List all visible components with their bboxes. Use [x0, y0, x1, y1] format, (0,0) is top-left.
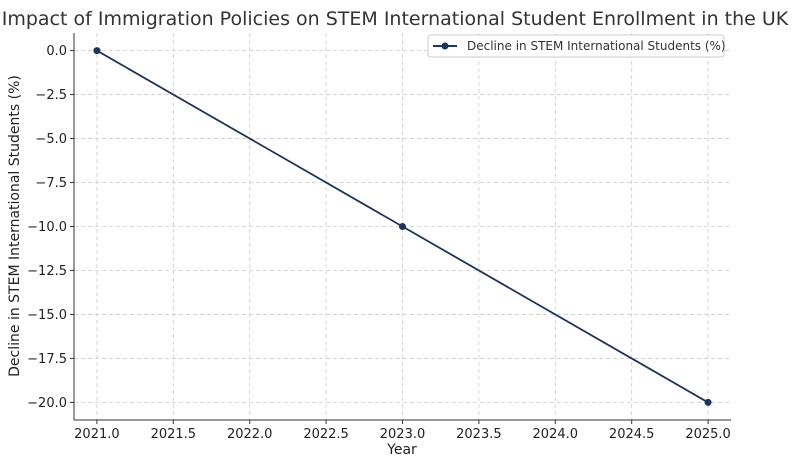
data-point [399, 223, 406, 230]
y-tick-label: −20.0 [27, 396, 67, 411]
y-axis-label: Decline in STEM International Students (… [7, 75, 23, 377]
series-layer [93, 47, 712, 406]
y-tick-label: −7.5 [35, 176, 67, 191]
y-tick-label: −10.0 [27, 220, 67, 235]
x-tick-label: 2021.5 [151, 427, 197, 442]
x-tick-label: 2024.0 [533, 427, 579, 442]
chart-title: Impact of Immigration Policies on STEM I… [2, 8, 789, 30]
x-tick-label: 2021.0 [74, 427, 120, 442]
y-tick-label: −17.5 [27, 352, 67, 367]
x-tick-label: 2022.0 [227, 427, 273, 442]
y-tick-label: −15.0 [27, 308, 67, 323]
data-point [93, 47, 101, 55]
x-tick-label: 2022.5 [303, 427, 349, 442]
x-axis-label: Year [386, 442, 417, 458]
legend-marker-swatch [441, 42, 449, 50]
y-tick-label: −5.0 [35, 132, 67, 147]
y-tick-label: −2.5 [35, 88, 67, 103]
x-tick-label: 2023.0 [380, 427, 426, 442]
x-tick-label: 2025.0 [685, 427, 731, 442]
x-tick-label: 2023.5 [456, 427, 502, 442]
y-tick-label: −12.5 [27, 264, 67, 279]
x-tick-label: 2024.5 [609, 427, 655, 442]
x-tick-layer: 2021.0 2021.5 2022.0 2022.5 2023.0 2023.5 2024… [74, 420, 731, 442]
legend-label: Decline in STEM International Students (… [467, 39, 726, 53]
y-tick-layer: 0.0 −2.5 −5.0 −7.5 −10.0 −12.5 −15.0 −17.5 −20.0 [27, 44, 74, 411]
y-tick-label: 0.0 [46, 44, 67, 59]
data-point [704, 398, 712, 406]
legend: Decline in STEM International Students (… [427, 34, 726, 58]
legend-box [427, 34, 725, 58]
